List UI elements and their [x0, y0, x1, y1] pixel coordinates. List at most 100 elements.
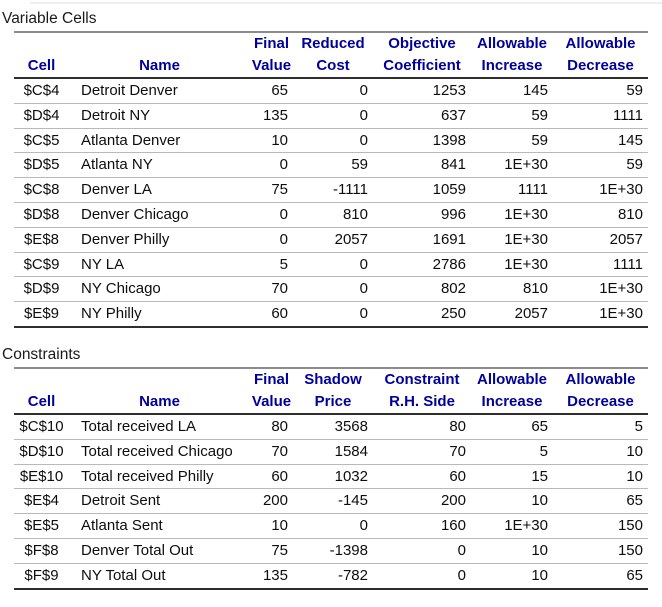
name-cell: Denver Philly [69, 227, 250, 253]
constraint-rhs-cell: 160 [373, 513, 471, 539]
allowable-decrease-cell: 150 [553, 538, 648, 564]
shadow-price-cell: 3568 [293, 414, 373, 440]
name-cell: NY LA [69, 252, 250, 278]
final-value-cell: 0 [250, 152, 293, 179]
header-name-top [69, 368, 250, 391]
allowable-decrease-cell: 59 [553, 152, 648, 179]
reduced-cost-cell: 810 [293, 202, 373, 228]
header-name: Name [139, 393, 180, 410]
objective-coefficient-cell: 996 [373, 202, 471, 228]
header-objective-coefficient-top: Objective [388, 35, 456, 52]
previous-section-rule [30, 2, 662, 4]
table-row: $E$5 Atlanta Sent 10 0 160 1E+30 150 [14, 513, 648, 539]
reduced-cost-cell: 0 [293, 252, 373, 278]
table-row: $D$5 Atlanta NY 0 59 841 1E+30 59 [14, 152, 648, 179]
header-cell-ref-top [14, 32, 69, 55]
final-value-cell: 75 [250, 177, 293, 203]
allowable-decrease-cell: 10 [553, 439, 648, 465]
header-final-value: Value [251, 393, 292, 410]
table-row: $C$8 Denver LA 75 -1111 1059 1111 1E+30 [14, 177, 648, 203]
cell-ref-cell: $E$4 [14, 488, 69, 515]
cell-ref-cell: $C$8 [14, 177, 69, 203]
constraint-rhs-cell: 200 [373, 488, 471, 515]
shadow-price-cell: 0 [293, 513, 373, 539]
cell-ref-cell: $E$5 [14, 513, 69, 539]
constraints-body: $C$10 Total received LA 80 3568 80 65 5 $D$10 To… [14, 414, 648, 589]
shadow-price-cell: 1032 [293, 464, 373, 490]
name-cell: Detroit Denver [69, 78, 250, 104]
table-row: $C$9 NY LA 5 0 2786 1E+30 1111 [14, 252, 648, 278]
constraint-rhs-cell: 0 [457, 566, 466, 584]
header-allowable-increase: Increase [481, 393, 543, 410]
objective-coefficient-cell: 1398 [373, 128, 471, 154]
allowable-increase-cell: 2057 [514, 305, 548, 323]
objective-coefficient-cell: 841 [373, 152, 471, 179]
allowable-decrease-cell: 1111 [553, 252, 648, 278]
objective-coefficient-cell: 1253 [373, 78, 471, 104]
header-final-value-top: Final [253, 35, 289, 52]
header-final-value-top: Final [253, 371, 289, 388]
objective-coefficient-cell: 2786 [373, 252, 471, 278]
objective-coefficient-cell: 637 [373, 103, 471, 129]
table-row: $D$4 Detroit NY 135 0 637 59 1111 [14, 103, 648, 129]
final-value-cell: 200 [250, 488, 293, 515]
cell-ref-cell: $D$10 [14, 439, 69, 465]
cell-ref-cell: $C$4 [14, 78, 69, 104]
table-row: $D$9 NY Chicago 70 0 802 810 1E+30 [14, 276, 648, 303]
header-allowable-decrease-top: Allowable [565, 371, 636, 388]
cell-ref-cell: $D$5 [14, 152, 69, 179]
allowable-increase-cell: 65 [471, 414, 553, 440]
allowable-decrease-cell: 59 [553, 78, 648, 104]
reduced-cost-cell: 0 [293, 276, 373, 303]
cell-ref-cell: $F$9 [24, 566, 59, 584]
allowable-increase-cell: 1E+30 [471, 252, 553, 278]
reduced-cost-cell: 2057 [293, 227, 373, 253]
name-cell: Total received LA [69, 414, 250, 440]
final-value-cell: 65 [250, 78, 293, 104]
cell-ref-cell: $C$9 [14, 252, 69, 278]
header-allowable-increase-top: Allowable [476, 35, 547, 52]
allowable-decrease-cell: 1E+30 [553, 276, 648, 303]
objective-coefficient-cell: 1691 [373, 227, 471, 253]
allowable-increase-cell: 10 [471, 488, 553, 515]
header-cell-ref: Cell [27, 393, 56, 410]
header-row-bottom: Cell Name Value Price R.H. Side Increase Decre… [14, 391, 648, 414]
final-value-cell: 70 [250, 439, 293, 465]
reduced-cost-cell: 0 [359, 305, 368, 323]
name-cell: Atlanta NY [69, 152, 250, 179]
allowable-increase-cell: 1E+30 [471, 227, 553, 253]
allowable-decrease-cell: 145 [553, 128, 648, 154]
table-row: $C$10 Total received LA 80 3568 80 65 5 [14, 414, 648, 440]
table-row: $C$5 Atlanta Denver 10 0 1398 59 145 [14, 128, 648, 154]
cell-ref-cell: $C$10 [14, 414, 69, 440]
header-cell-ref: Cell [27, 57, 56, 74]
shadow-price-cell: -1398 [293, 538, 373, 564]
objective-coefficient-cell: 1059 [373, 177, 471, 203]
final-value-cell: 10 [250, 513, 293, 539]
header-reduced-cost: Cost [316, 57, 350, 74]
variable-cells-header: Final Reduced Objective Allowable Allowable C… [14, 32, 648, 78]
variable-cells-section-title: Variable Cells [2, 10, 97, 27]
final-value-cell: 135 [250, 103, 293, 129]
table-row: $E$10 Total received Philly 60 1032 60 15 10 [14, 464, 648, 490]
header-constraint-rhs-top: Constraint [384, 371, 460, 388]
header-constraint-rhs: R.H. Side [389, 393, 455, 410]
constraints-table: Final Shadow Constraint Allowable Allowable C… [14, 367, 648, 590]
name-cell: Denver Total Out [69, 538, 250, 564]
cell-ref-cell: $E$10 [14, 464, 69, 490]
final-value-cell: 0 [250, 202, 293, 228]
constraint-rhs-cell: 0 [373, 538, 471, 564]
allowable-decrease-cell: 65 [553, 488, 648, 515]
header-row-top: Final Shadow Constraint Allowable Allowable [14, 368, 648, 391]
final-value-cell: 135 [262, 566, 288, 584]
table-row: $E$4 Detroit Sent 200 -145 200 10 65 [14, 488, 648, 515]
table-row: $C$4 Detroit Denver 65 0 1253 145 59 [14, 78, 648, 104]
allowable-decrease-cell: 5 [553, 414, 648, 440]
allowable-increase-cell: 10 [471, 538, 553, 564]
name-cell: Detroit NY [69, 103, 250, 129]
allowable-increase-cell: 810 [471, 276, 553, 303]
name-cell: Denver Chicago [69, 202, 250, 228]
shadow-price-cell: 1584 [293, 439, 373, 465]
cell-ref-cell: $C$5 [14, 128, 69, 154]
header-shadow-price-top: Shadow [304, 371, 362, 388]
